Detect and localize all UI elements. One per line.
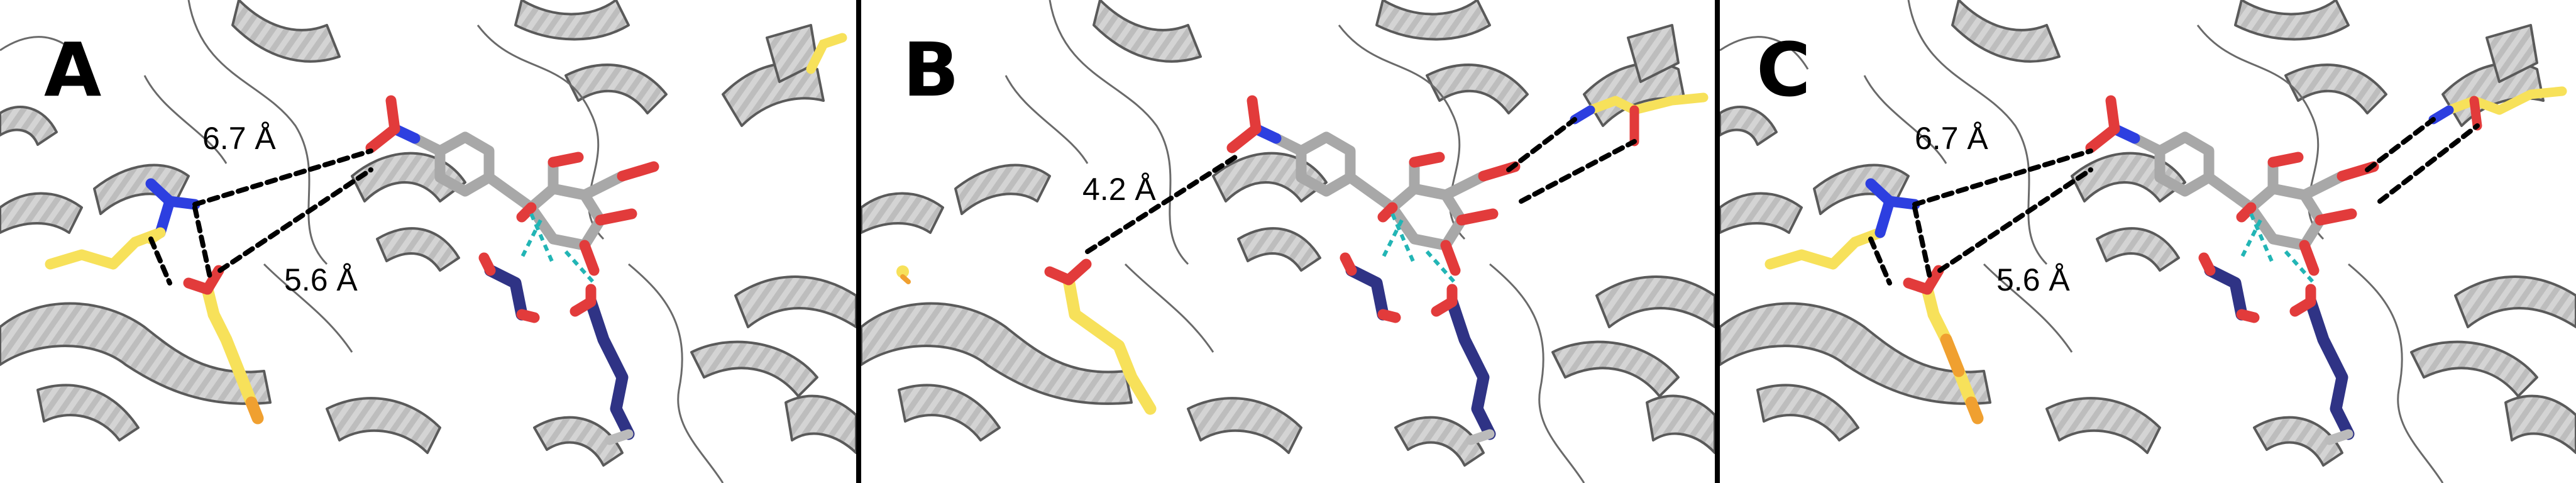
residue-yellow-top-c: [2428, 86, 2567, 131]
panel-a: A 6.7 Å 5.6 Å: [0, 0, 856, 483]
hbonds-c: [2240, 213, 2316, 285]
panel-letter-c: C: [1756, 26, 1811, 113]
distance-lines-a: [148, 148, 373, 286]
distance-label-c-1: 6.7 Å: [1915, 121, 1988, 156]
distance-lines-b: [1085, 117, 1637, 254]
distance-label-b-1: 4.2 Å: [1082, 172, 1156, 207]
residue-yellow-top-b: [1570, 92, 1709, 147]
distance-lines-c: [1868, 117, 2480, 286]
residue-glu-a: [183, 265, 264, 425]
ligand-b: [1226, 95, 1521, 276]
hbonds-a: [520, 213, 596, 285]
panel-b: B 4.2 Å: [861, 0, 1715, 483]
panel-divider-2: [1715, 0, 1720, 483]
distance-label-a-1: 6.7 Å: [202, 121, 276, 156]
residue-glu-c: [1903, 265, 1984, 425]
panel-c-structure: [1720, 0, 2576, 483]
ligand-c: [2085, 95, 2379, 276]
panel-b-structure: [861, 0, 1715, 483]
residue-navy-c: [2198, 252, 2355, 445]
residue-navy-a: [478, 252, 635, 445]
panel-divider-1: [856, 0, 861, 483]
protein-cartoon-b: [861, 0, 1715, 467]
residue-corner-a: [806, 33, 847, 74]
loops-a: [0, 0, 724, 483]
panel-a-structure: [0, 0, 856, 483]
ligand-a: [365, 95, 659, 276]
protein-cartoon-a: [0, 0, 856, 467]
residue-navy-b: [1340, 252, 1496, 445]
hbonds-b: [1381, 213, 1457, 285]
distance-label-a-2: 5.6 Å: [284, 262, 358, 297]
panel-c: C 6.7 Å 5.6 Å: [1720, 0, 2576, 483]
panel-letter-b: B: [903, 26, 959, 113]
panel-letter-a: A: [44, 26, 101, 113]
distance-label-c-2: 5.6 Å: [1996, 262, 2070, 297]
residue-glu-b: [896, 258, 1157, 415]
protein-cartoon-c: [1720, 0, 2576, 467]
residue-arg-c: [1764, 178, 1920, 270]
